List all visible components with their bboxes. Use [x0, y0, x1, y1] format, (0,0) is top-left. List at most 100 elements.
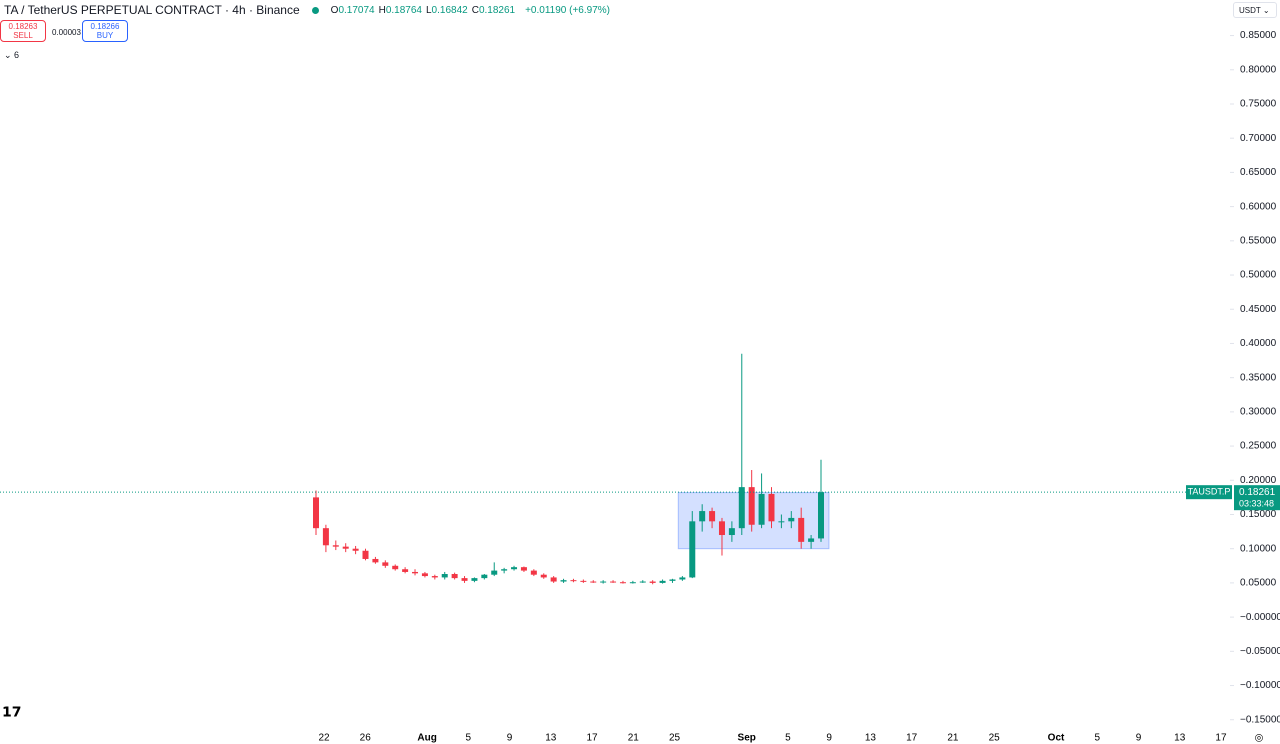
- sell-price: 0.18263: [8, 22, 38, 31]
- candle-body: [550, 577, 557, 582]
- y-tick-label: 0.30000: [1240, 407, 1277, 418]
- y-tick-label: 0.70000: [1240, 133, 1277, 144]
- ohlc-value: 0.18261: [478, 4, 516, 16]
- candle-body: [392, 565, 399, 570]
- buy-button[interactable]: 0.18266 BUY: [82, 20, 128, 42]
- settings-icon: ◎: [1255, 733, 1264, 744]
- currency-select[interactable]: USDT ⌄: [1233, 2, 1277, 18]
- candle-body: [382, 562, 389, 566]
- logo: 𝟭𝟳: [2, 704, 21, 720]
- candle-body: [431, 576, 438, 578]
- candle-body: [441, 574, 448, 578]
- currency: USDT: [1239, 6, 1261, 15]
- candle-body: [718, 521, 725, 536]
- y-tick-label: 0.80000: [1240, 64, 1277, 75]
- candle-body: [788, 517, 795, 522]
- candle-body: [540, 574, 547, 578]
- candle-body: [659, 580, 666, 583]
- x-tick-label: 17: [1215, 733, 1227, 744]
- status-dot: [311, 6, 319, 14]
- candle-body: [471, 578, 478, 581]
- y-tick-label: 0.40000: [1240, 338, 1277, 349]
- symbol: TA / TetherUS PERPETUAL CONTRACT · 4h · …: [4, 3, 300, 17]
- candle-body: [639, 581, 646, 583]
- x-tick-label: 5: [785, 733, 791, 744]
- ohlc-label: C: [471, 4, 479, 16]
- x-tick-label: 9: [1136, 733, 1142, 744]
- candle-body: [570, 580, 577, 582]
- y-tick-label: −0.15000: [1240, 714, 1280, 725]
- y-tick-label: 0.55000: [1240, 235, 1277, 246]
- y-tick-label: 0.35000: [1240, 372, 1277, 383]
- candle-body: [738, 487, 745, 529]
- candle-body: [451, 574, 458, 579]
- y-tick-label: 0.60000: [1240, 201, 1277, 212]
- x-tick-label: 5: [466, 733, 472, 744]
- candle-body: [332, 545, 339, 547]
- candle-body: [560, 580, 567, 582]
- candle-body: [421, 573, 428, 577]
- candle-body: [372, 558, 379, 563]
- candle-body: [699, 511, 706, 522]
- ohlc: O0.17074 H0.18764 L0.16842 C0.18261: [331, 5, 519, 16]
- indicators-count: 6: [14, 50, 20, 60]
- candle-body: [313, 497, 319, 529]
- y-tick-label: 0.45000: [1240, 304, 1277, 315]
- change: +0.01190 (+6.97%): [525, 4, 610, 16]
- x-tick-label: 17: [586, 733, 598, 744]
- candle-body: [669, 579, 676, 581]
- symbol-tag: TAUSDT.P: [1188, 487, 1231, 497]
- candle-body: [580, 580, 587, 582]
- y-tick-label: 0.20000: [1240, 475, 1277, 486]
- x-tick-label: Oct: [1048, 733, 1065, 744]
- sell-button[interactable]: 0.18263 SELL: [0, 20, 46, 42]
- candle-body: [778, 521, 785, 523]
- candle-body: [600, 581, 607, 583]
- x-tick-label: 25: [669, 733, 681, 744]
- spread: 0.00003: [52, 28, 81, 37]
- x-tick-label: 17: [906, 733, 918, 744]
- candle-body: [342, 546, 349, 549]
- ohlc-label: O: [330, 4, 339, 16]
- y-tick-label: −0.00000: [1240, 612, 1280, 623]
- range-box: [677, 492, 830, 550]
- header: TA / TetherUS PERPETUAL CONTRACT · 4h · …: [4, 3, 610, 17]
- candle-body: [481, 574, 488, 579]
- candle-body: [629, 582, 636, 584]
- candle-body: [461, 578, 468, 581]
- candle-body: [530, 570, 537, 575]
- y-tick-label: −0.05000: [1240, 646, 1280, 657]
- candle-body: [649, 581, 656, 583]
- indicators-toggle[interactable]: ⌄ 6: [4, 50, 20, 60]
- candle-body: [709, 511, 716, 522]
- x-tick-label: 26: [360, 733, 372, 744]
- candle-body: [610, 581, 617, 583]
- buy-label: BUY: [96, 31, 114, 40]
- x-tick-label: 13: [865, 733, 877, 744]
- symbol-tag-bg: [1186, 485, 1232, 500]
- candle-body: [402, 569, 409, 572]
- ohlc-value: 0.18764: [385, 4, 422, 16]
- candle-body: [689, 521, 696, 578]
- ohlc-value: 0.17074: [338, 4, 375, 16]
- y-tick-label: 0.10000: [1240, 543, 1277, 554]
- candle-body: [758, 493, 765, 525]
- candle-body: [808, 538, 815, 542]
- candle-body: [798, 517, 805, 542]
- candle-body: [748, 487, 755, 525]
- candle-body: [590, 581, 597, 583]
- y-tick-label: 0.65000: [1240, 167, 1277, 178]
- x-tick-label: Sep: [738, 733, 756, 744]
- y-tick-label: 0.25000: [1240, 441, 1277, 452]
- candle-body: [818, 492, 824, 539]
- x-tick-label: 21: [947, 733, 959, 744]
- x-tick-label: 5: [1094, 733, 1100, 744]
- buy-price: 0.18266: [90, 22, 120, 31]
- candle-body: [362, 550, 369, 559]
- candle-body: [619, 582, 626, 584]
- x-tick-label: 25: [989, 733, 1001, 744]
- candle-body: [322, 528, 329, 546]
- y-tick-label: 0.15000: [1240, 509, 1277, 520]
